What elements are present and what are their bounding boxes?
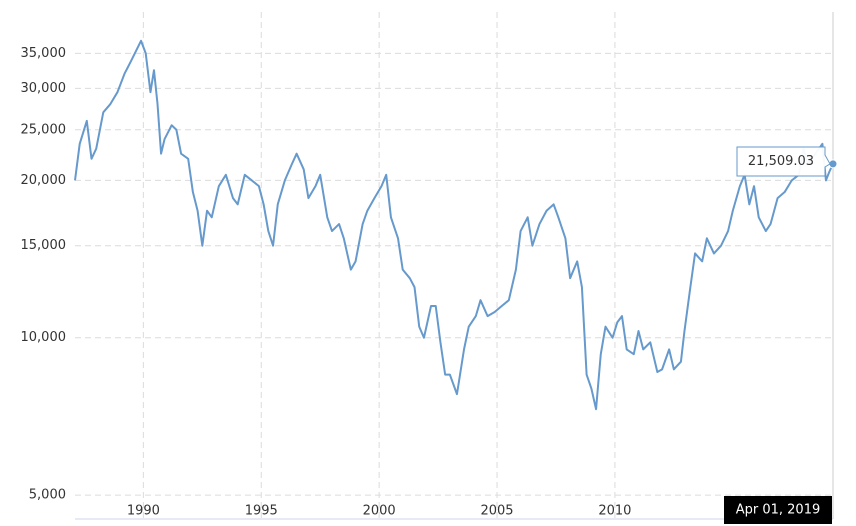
y-tick-label: 20,000 <box>21 173 67 188</box>
line <box>74 39 834 411</box>
x-tick-label: 2000 <box>363 504 396 519</box>
y-tick-label: 30,000 <box>21 81 67 96</box>
x-tick-label: 1990 <box>127 504 160 519</box>
tooltip-value: 21,509.03 <box>748 154 814 169</box>
x-crosshair-label: Apr 01, 2019 <box>724 496 832 524</box>
x-tick-label: 2005 <box>480 504 513 519</box>
y-tick-label: 10,000 <box>21 330 67 345</box>
tooltip-box <box>736 146 831 177</box>
y-tick-label: 25,000 <box>21 122 67 137</box>
y-tick-label: 35,000 <box>21 46 67 61</box>
x-label-box <box>724 496 832 524</box>
x-tick-label: 2010 <box>598 504 631 519</box>
x-label-text: Apr 01, 2019 <box>736 503 821 518</box>
x-tick-label: 1995 <box>245 504 278 519</box>
y-tick-label: 5,000 <box>29 488 66 503</box>
tooltip: 21,509.03 <box>736 146 831 177</box>
y-tick-label: 15,000 <box>21 238 67 253</box>
